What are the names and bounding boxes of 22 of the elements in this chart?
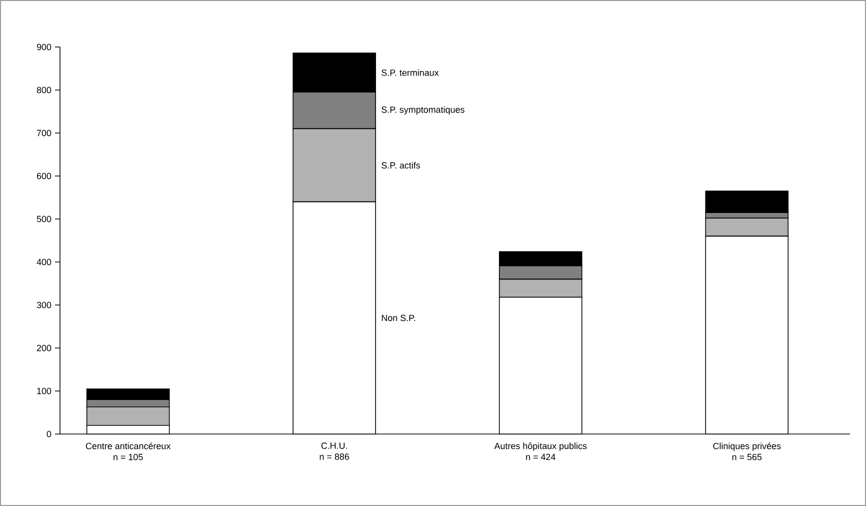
y-tick-label: 400 — [36, 258, 52, 266]
total-label: n = 565 — [732, 454, 762, 460]
series-label: Non S.P. — [382, 314, 416, 322]
series-label: S.P. symptomatiques — [382, 106, 464, 115]
y-tick-label: 0 — [46, 430, 52, 438]
total-label: n = 424 — [526, 454, 556, 460]
y-tick-label: 100 — [37, 388, 52, 394]
x-tick-label: Cliniques privées — [713, 442, 781, 451]
y-tick-label: 200 — [36, 344, 52, 352]
y-tick-label: 500 — [36, 216, 52, 222]
total-label: n = 886 — [320, 453, 350, 460]
x-tick-label: Centre anticancéreux — [86, 442, 171, 450]
series-label: S.P. terminaux — [382, 69, 439, 76]
y-tick-label: 700 — [36, 130, 52, 136]
y-tick-label: 900 — [36, 44, 52, 50]
x-tick-label: C.H.U. — [321, 442, 347, 449]
x-tick-label: Autres hôpitaux publics — [494, 442, 587, 451]
y-tick-label: 600 — [36, 172, 52, 180]
y-tick-label: 300 — [36, 302, 52, 308]
series-label: S.P. actifs — [382, 162, 420, 169]
total-label: n = 105 — [114, 454, 143, 460]
y-tick-label: 800 — [36, 86, 52, 94]
